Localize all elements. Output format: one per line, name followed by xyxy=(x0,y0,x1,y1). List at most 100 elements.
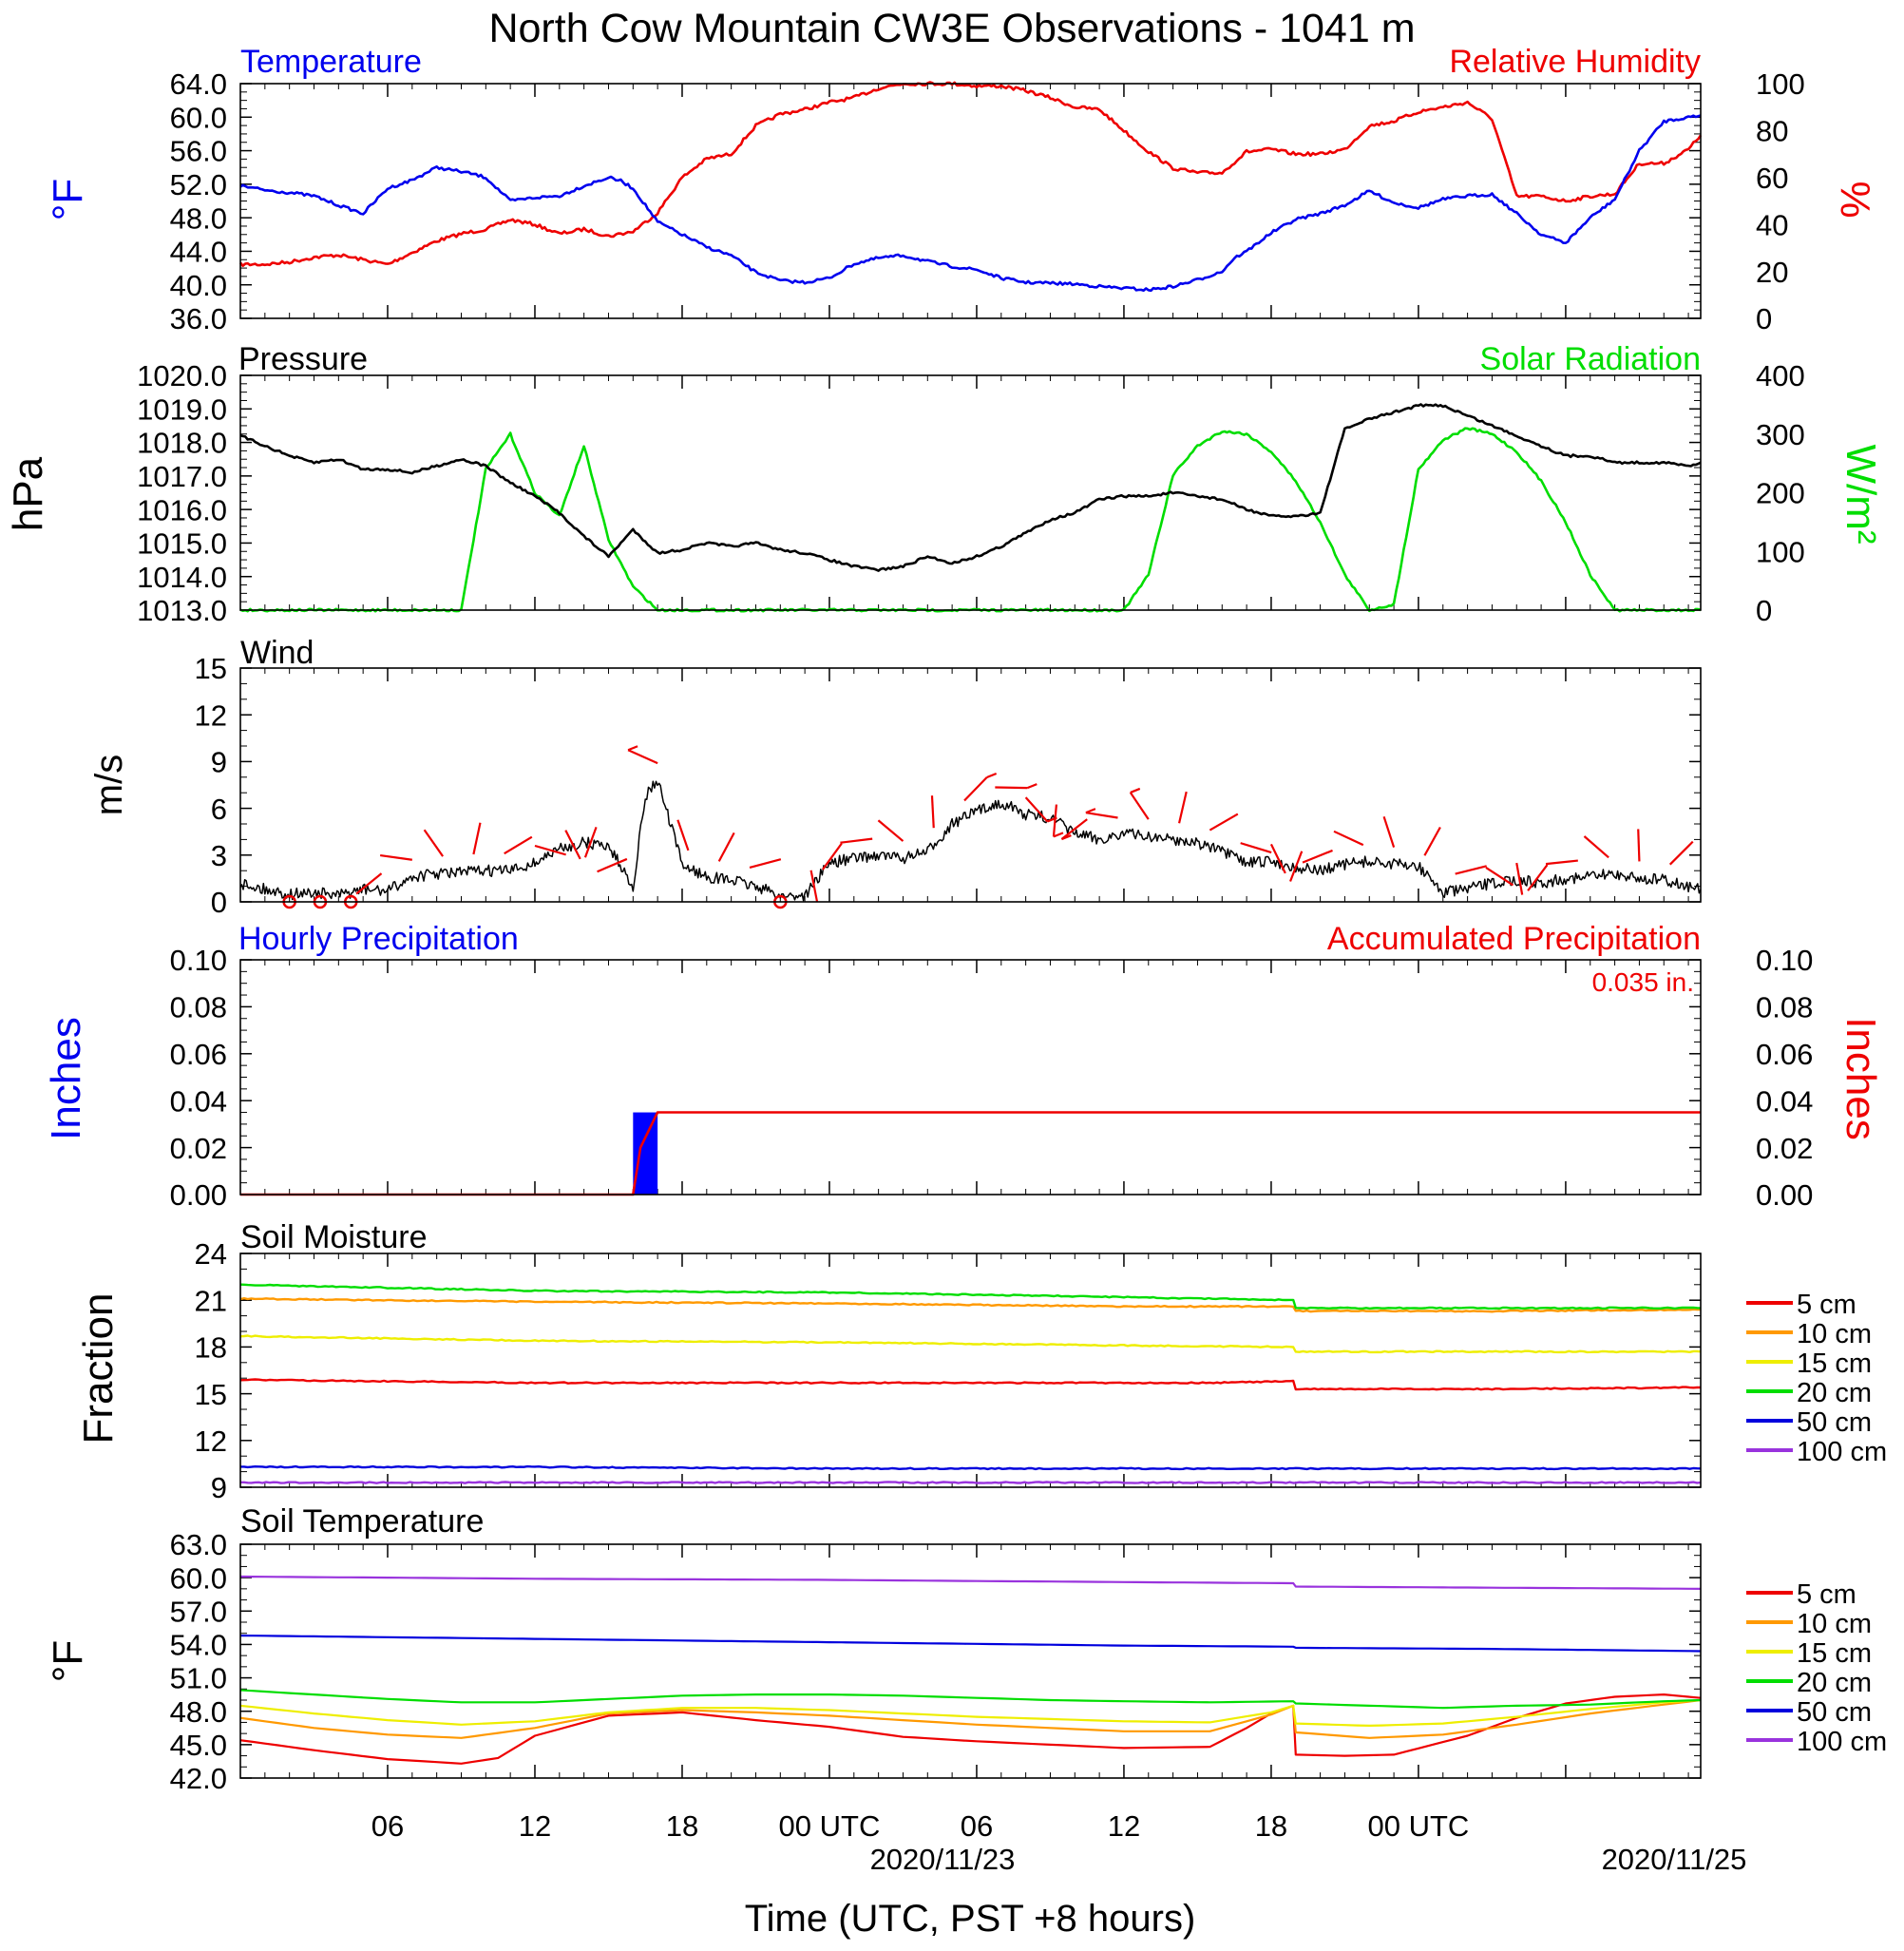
y-tick-label: 0 xyxy=(211,886,227,919)
y2-tick-label: 0.10 xyxy=(1756,944,1813,977)
figure-title: North Cow Mountain CW3E Observations - 1… xyxy=(488,6,1415,51)
soil-temperature-tick-labels: 63.060.057.054.051.048.045.042.0 xyxy=(170,1528,227,1795)
wind-barb-flag xyxy=(1026,783,1038,790)
hourly-precip-title: Hourly Precipitation xyxy=(238,921,519,957)
wind-barb xyxy=(534,844,566,856)
wind-barb xyxy=(627,749,658,765)
pressure-line xyxy=(239,403,1702,572)
y-tick-label: 0.04 xyxy=(170,1084,227,1118)
solar-radiation-line xyxy=(239,427,1702,613)
accum-precip-line xyxy=(240,1111,1701,1196)
pressure-panel: Pressure Solar Radiation hPa W/m² 1020.0… xyxy=(5,341,1884,627)
y2-tick-label: 80 xyxy=(1756,115,1788,148)
wind-barb-flag xyxy=(627,745,638,752)
soil-moisture-unit-label: Fraction xyxy=(75,1293,122,1444)
wind-barb xyxy=(809,870,819,903)
y-tick-label: 21 xyxy=(195,1284,227,1317)
wind-frame xyxy=(239,667,1702,903)
wind-barb-flag xyxy=(1130,787,1141,794)
y-tick-label: 1014.0 xyxy=(137,561,227,594)
y-tick-label: 63.0 xyxy=(170,1528,227,1561)
wind-barb xyxy=(840,837,873,844)
legend-label: 5 cm xyxy=(1797,1579,1856,1610)
wind-barb xyxy=(1382,815,1396,848)
y-tick-label: 54.0 xyxy=(170,1629,227,1662)
legend-label: 20 cm xyxy=(1797,1378,1872,1408)
y-tick-label: 1015.0 xyxy=(137,527,227,561)
y-tick-label: 48.0 xyxy=(170,1695,227,1729)
y-tick-label: 56.0 xyxy=(170,135,227,168)
wind-barb xyxy=(423,829,445,857)
y-tick-label: 9 xyxy=(211,1471,227,1504)
y-tick-label: 57.0 xyxy=(170,1595,227,1628)
soil-moisture-line xyxy=(239,1378,1701,1391)
y2-tick-label: 100 xyxy=(1756,67,1805,101)
legend-label: 10 cm xyxy=(1797,1609,1872,1639)
wind-barb xyxy=(380,853,412,861)
wind-barb-flag xyxy=(1085,808,1096,814)
wind-barb xyxy=(930,795,935,829)
temperature-title: Temperature xyxy=(240,44,422,80)
hourly-precip-bar xyxy=(633,1112,658,1195)
wind-barb xyxy=(717,832,735,862)
wind-barb xyxy=(1209,813,1239,832)
y-tick-label: 44.0 xyxy=(170,236,227,269)
wind-panel: Wind m/s 15 12 9 6 3 0 xyxy=(88,635,1702,919)
wind-barb xyxy=(1302,849,1333,864)
soil-moisture-tick-labels: 24 21 18 15 12 9 xyxy=(195,1237,227,1504)
wind-barb-flag xyxy=(1053,832,1064,838)
soil-moisture-line xyxy=(239,1334,1702,1354)
y-tick-label: 3 xyxy=(211,839,227,872)
soil-temperature-line xyxy=(239,1635,1702,1653)
wind-barb-flag xyxy=(1061,834,1072,841)
x-tick-label: 06 xyxy=(961,1809,993,1843)
soil-temperature-panel: Soil Temperature °F 63.060.057.054.051.0… xyxy=(45,1503,1887,1795)
soil-temperature-frame xyxy=(239,1543,1702,1779)
y2-tick-label: 0.04 xyxy=(1756,1084,1813,1118)
solar-unit-label: W/m² xyxy=(1837,444,1884,544)
y-tick-label: 15 xyxy=(195,652,227,685)
wind-barb xyxy=(564,830,581,860)
wind-barb xyxy=(1668,840,1694,866)
humidity-tick-labels: 100 80 60 40 20 0 xyxy=(1756,67,1805,335)
x-tick-label: 18 xyxy=(1255,1809,1287,1843)
date-label-2: 2020/11/25 xyxy=(1602,1843,1747,1876)
soil-moisture-line xyxy=(239,1283,1702,1310)
x-tick-label: 18 xyxy=(666,1809,698,1843)
wind-barb xyxy=(1545,859,1578,866)
y-tick-label: 0.00 xyxy=(170,1178,227,1212)
y-tick-label: 18 xyxy=(195,1331,227,1365)
temperature-line xyxy=(239,114,1702,293)
y-tick-label: 48.0 xyxy=(170,201,227,235)
precip-frame xyxy=(239,959,1702,1195)
wind-barb xyxy=(1129,792,1150,820)
precip-left-tick-labels: 0.10 0.08 0.06 0.04 0.02 0.00 xyxy=(170,944,227,1212)
wind-barb xyxy=(583,826,598,858)
wind-barb xyxy=(1177,791,1188,824)
y-tick-label: 51.0 xyxy=(170,1662,227,1695)
precip-right-tick-labels: 0.10 0.08 0.06 0.04 0.02 0.00 xyxy=(1756,944,1813,1212)
y-tick-label: 1016.0 xyxy=(137,493,227,526)
legend-label: 100 cm xyxy=(1797,1727,1887,1757)
soil-temperature-unit-label: °F xyxy=(45,1640,91,1682)
y-tick-label: 12 xyxy=(195,1425,227,1458)
date-label-1: 2020/11/23 xyxy=(870,1843,1016,1876)
temperature-unit-label: °F xyxy=(45,179,91,220)
wind-barb-flag xyxy=(986,772,998,779)
legend-label: 5 cm xyxy=(1797,1290,1856,1320)
wind-barb xyxy=(1333,830,1364,847)
wind-barb xyxy=(1455,865,1487,875)
y2-tick-label: 0.08 xyxy=(1756,991,1813,1024)
soil-moisture-frame xyxy=(239,1253,1702,1488)
y2-tick-label: 200 xyxy=(1756,477,1805,510)
wind-barb xyxy=(1085,812,1118,819)
wind-barb xyxy=(355,872,383,895)
wind-barb xyxy=(1269,843,1286,874)
x-tick-label: 12 xyxy=(519,1809,551,1843)
x-tick-label: 12 xyxy=(1108,1809,1140,1843)
wind-barb xyxy=(1485,867,1514,887)
soil-moisture-line xyxy=(240,1464,1702,1471)
